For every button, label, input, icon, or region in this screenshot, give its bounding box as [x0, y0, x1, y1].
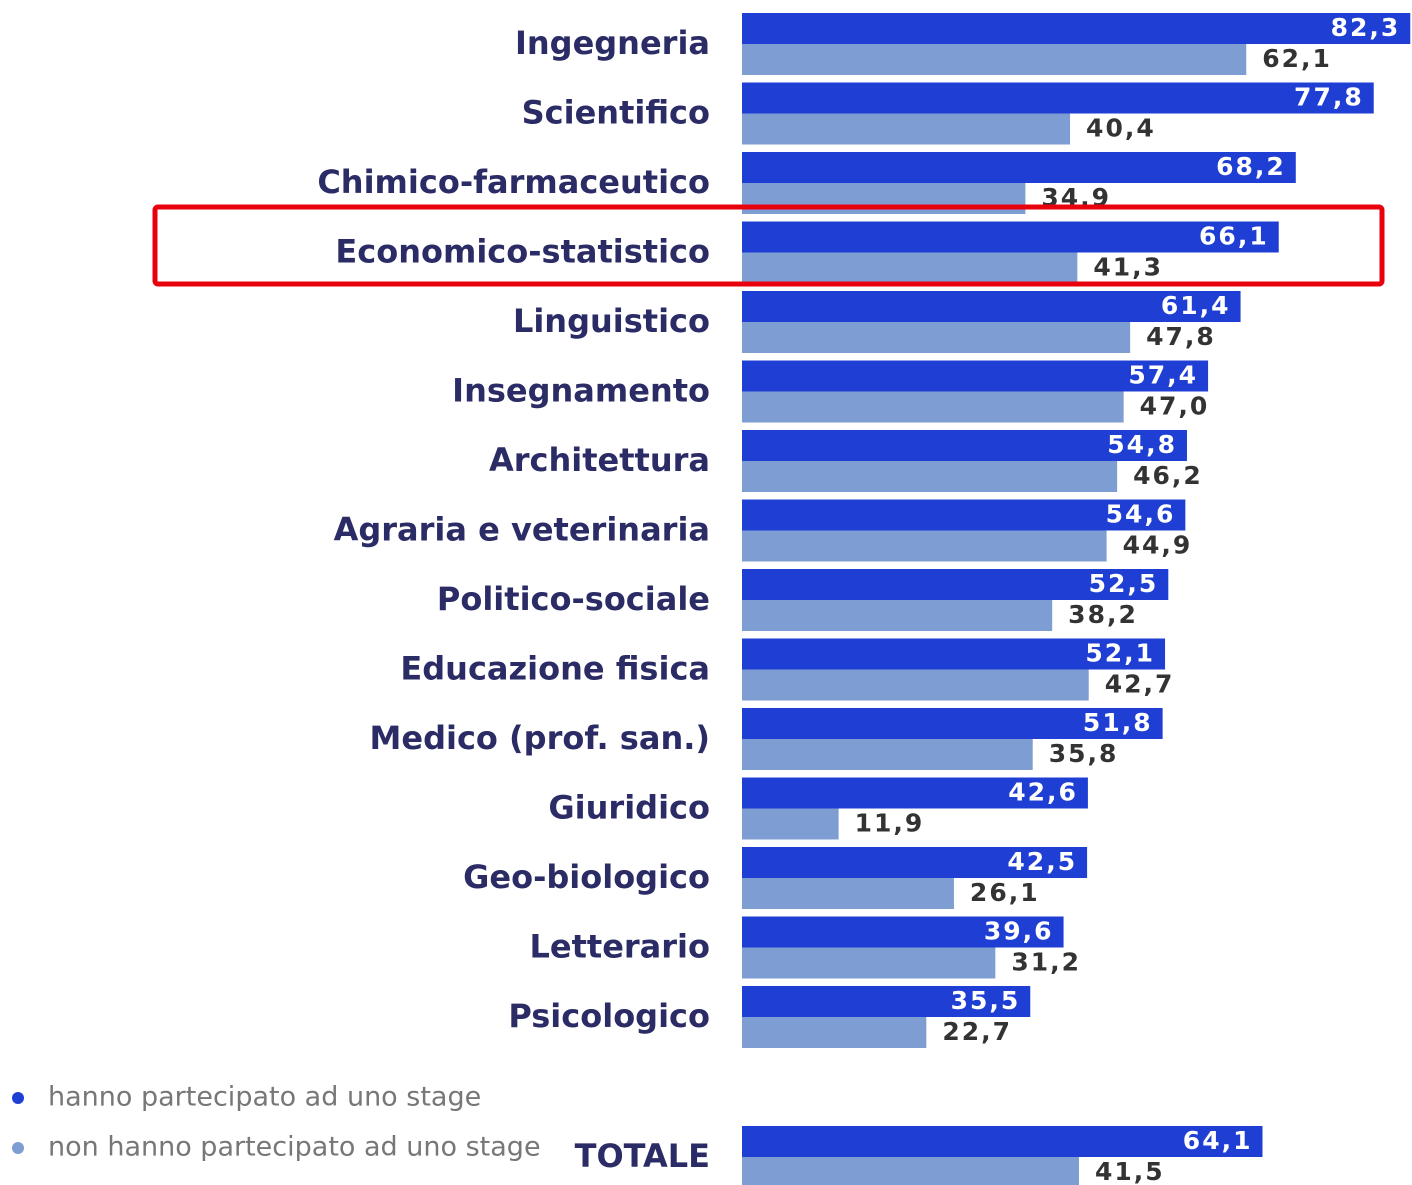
value-label: 68,2 [1216, 152, 1286, 181]
value-label: 54,8 [1107, 430, 1177, 459]
category-label: Insegnamento [452, 372, 710, 410]
bar [742, 878, 954, 909]
value-label: 66,1 [1199, 222, 1269, 251]
value-label: 35,5 [951, 986, 1021, 1015]
bar [742, 847, 1088, 878]
category-label: Politico-sociale [437, 580, 710, 618]
bar [742, 600, 1053, 631]
bar [742, 461, 1118, 492]
value-label: 31,2 [1011, 948, 1081, 977]
bar [742, 808, 839, 840]
category-label: Medico (prof. san.) [370, 719, 710, 757]
category-label: Economico-statistico [335, 233, 710, 271]
value-label: 64,1 [1183, 1126, 1253, 1155]
bar [742, 13, 1411, 44]
category-label: Giuridico [548, 789, 710, 827]
bar [742, 430, 1187, 461]
category-label: Psicologico [508, 997, 710, 1035]
value-label: 51,8 [1083, 708, 1153, 737]
bar [742, 44, 1247, 75]
value-label: 47,0 [1140, 392, 1210, 421]
value-label: 22,7 [942, 1017, 1012, 1046]
highlight-box [152, 204, 1385, 287]
value-label: 26,1 [970, 878, 1040, 907]
value-label: 11,9 [855, 809, 925, 838]
bar [742, 291, 1241, 322]
legend-label: hanno partecipato ad uno stage [48, 1082, 481, 1113]
bar [742, 221, 1279, 253]
legend-label: non hanno partecipato ad uno stage [48, 1132, 541, 1163]
bar [742, 947, 996, 979]
bar [742, 391, 1124, 423]
bar [742, 113, 1071, 145]
bar [742, 152, 1296, 183]
category-label: Architettura [489, 441, 710, 479]
bar [742, 252, 1078, 284]
value-label: 52,1 [1085, 639, 1155, 668]
bar [742, 708, 1163, 739]
value-label: 62,1 [1262, 44, 1332, 73]
value-label: 41,5 [1095, 1157, 1165, 1185]
category-label: Agraria e veterinaria [334, 511, 710, 549]
legend-marker [12, 1092, 24, 1104]
value-label: 77,8 [1294, 83, 1364, 112]
value-label: 39,6 [984, 917, 1054, 946]
value-label: 42,7 [1105, 670, 1175, 699]
value-label: 42,6 [1008, 778, 1078, 807]
value-label: 46,2 [1133, 461, 1203, 490]
category-label: Letterario [530, 928, 711, 966]
bar [742, 1126, 1263, 1157]
legend-marker [12, 1142, 24, 1154]
bar [742, 569, 1169, 600]
bar [742, 638, 1166, 670]
category-label: Geo-biologico [463, 858, 710, 896]
value-label: 61,4 [1161, 291, 1231, 320]
category-label: Scientifico [522, 94, 710, 132]
bar [742, 360, 1209, 392]
category-label: Ingegneria [515, 24, 710, 62]
bar [742, 916, 1064, 948]
value-label: 44,9 [1123, 531, 1193, 560]
category-label: Educazione fisica [400, 650, 710, 688]
category-label: Linguistico [513, 302, 710, 340]
value-label: 41,3 [1093, 253, 1163, 282]
bar [742, 499, 1186, 531]
category-label: Chimico-farmaceutico [317, 163, 710, 201]
bar [742, 739, 1033, 770]
bar [742, 777, 1088, 809]
bar [742, 322, 1131, 353]
bar [742, 1017, 927, 1048]
value-label: 47,8 [1146, 322, 1216, 351]
bar [742, 530, 1107, 562]
value-label: 40,4 [1086, 114, 1156, 143]
value-label: 82,3 [1331, 13, 1401, 42]
category-label: TOTALE [575, 1137, 710, 1175]
value-label: 38,2 [1068, 600, 1138, 629]
value-label: 52,5 [1089, 569, 1159, 598]
bar [742, 669, 1089, 701]
bar [742, 986, 1031, 1017]
bar [742, 1157, 1079, 1185]
value-label: 54,6 [1106, 500, 1176, 529]
value-label: 42,5 [1007, 847, 1077, 876]
value-label: 57,4 [1128, 361, 1198, 390]
bar [742, 82, 1374, 114]
value-label: 35,8 [1049, 739, 1119, 768]
